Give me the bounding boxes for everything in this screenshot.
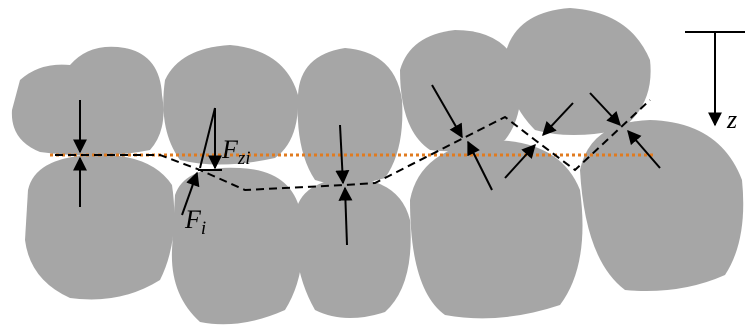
particle <box>295 178 411 318</box>
particle <box>505 8 651 135</box>
particle <box>580 120 743 291</box>
particle <box>25 155 174 300</box>
subscript: i <box>201 218 206 239</box>
diagram: Fzi Fi z <box>0 0 746 329</box>
particle <box>298 48 403 185</box>
symbol: F <box>221 135 239 164</box>
page: {"labels": [{"symbol": "F", "subscript":… <box>0 0 746 329</box>
symbol: F <box>184 205 202 234</box>
axis-label: z <box>726 105 737 134</box>
particle <box>410 140 583 318</box>
particle <box>12 47 164 156</box>
subscript: zi <box>237 148 251 169</box>
particles <box>12 8 743 324</box>
